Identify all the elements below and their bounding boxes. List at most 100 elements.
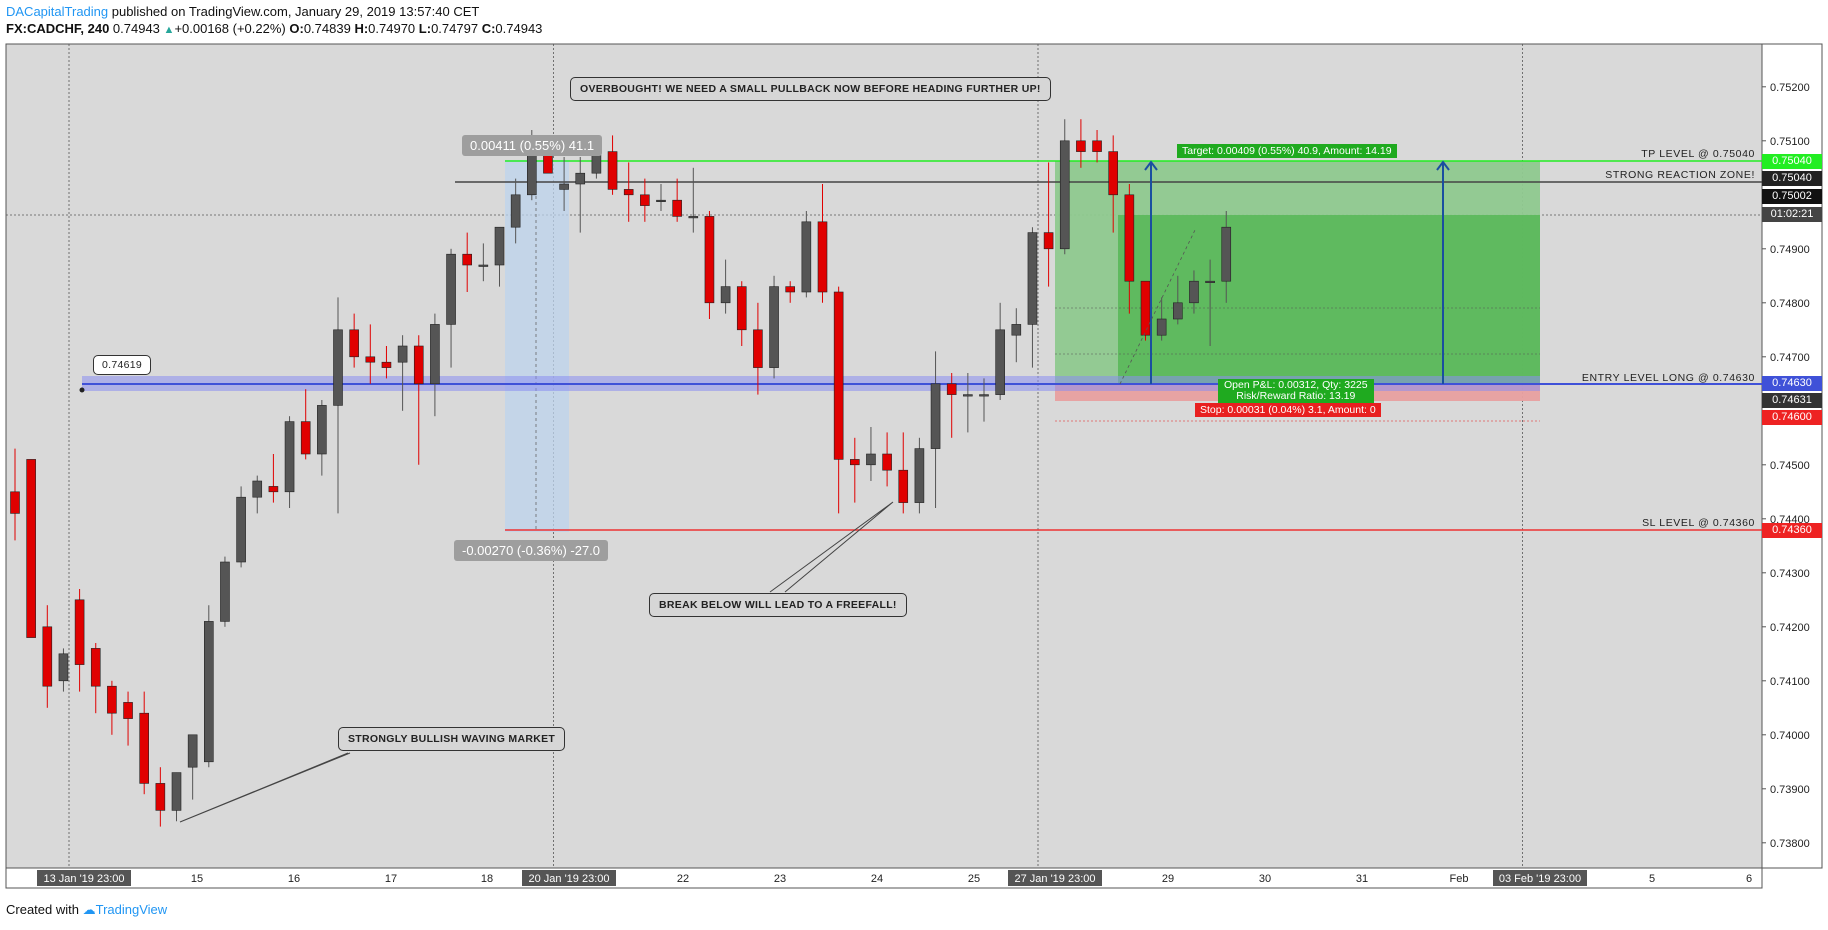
target-arrowhead [1144,160,1158,171]
x-tick-label: 17 [385,873,397,885]
candle-body [1011,324,1022,336]
x-tick-highlight [37,870,131,886]
candle-body [1059,140,1070,250]
candle-body [607,151,618,190]
candle [1108,135,1118,233]
y-tick-label: 0.74900 [1770,244,1810,256]
candle-body [1076,140,1086,152]
candle-body [866,453,876,466]
chart-background [5,43,1823,889]
candle-body [478,264,489,267]
y-tick-label: 0.74400 [1770,514,1810,526]
candle [623,162,634,222]
tradingview-link[interactable]: TradingView [95,902,168,917]
candle-body [365,356,376,363]
last-price: 0.74943 [112,21,160,36]
candle-body [1043,232,1054,250]
candle [930,351,941,508]
candle [866,427,876,481]
low-value: 0.74797 [431,21,479,36]
stop-box: Stop: 0.00031 (0.04%) 3.1, Amount: 0 [1195,403,1381,417]
candle-body [898,469,909,503]
candle [236,486,246,568]
candle-body [1156,318,1167,336]
x-tick-label: 5 [1649,873,1655,885]
high-value: 0.74970 [368,21,416,36]
candle-body [123,702,133,719]
candle-body [640,194,650,206]
tp-level-label: TP LEVEL @ 0.75040 [1641,148,1755,160]
countdown-label: 01:02:21 [1762,207,1822,222]
candle-body [849,459,860,466]
candle-body [381,361,392,368]
last-price-label: 0.75002 [1762,189,1822,204]
annotation-marker[interactable]: 0.74619 [93,355,152,375]
x-tick-label: 16 [288,873,300,885]
author-link[interactable]: DACapitalTrading [6,4,109,19]
candle-body [623,189,634,196]
candle-body [42,626,53,687]
symbol: FX:CADCHF, 240 [6,21,110,36]
candle-body [446,253,456,325]
footer: Created with ☁TradingView [6,902,167,918]
candle [720,259,731,314]
trend-dotted [1119,227,1197,385]
candle-body [1124,194,1135,282]
candle [1011,308,1022,363]
candle [1189,270,1199,314]
candle-body [1205,280,1215,284]
rr-text: Risk/Reward Ratio: 13.19 [1236,390,1356,402]
candle [155,767,166,827]
candle-body [397,345,408,363]
candle [462,232,473,292]
candle [1173,275,1183,325]
drawings [79,160,1450,823]
candle [187,734,198,800]
close-label: C: [481,21,496,36]
price-chart[interactable]: 0.75200 0.75100 0.74900 0.74800 0.74700 0.745… [0,0,1828,900]
reaction-zone-label: STRONG REACTION ZONE! [1605,169,1755,181]
x-tick-label: 24 [871,873,883,885]
candle [365,324,376,384]
tp-price-label: 0.75040 [1762,154,1822,169]
candle [58,648,69,692]
candle [26,459,36,638]
price-change: +0.00168 (+0.22%) [174,21,286,36]
candle-body [187,734,198,768]
candle [397,335,408,411]
candle-body [801,221,812,293]
candle-body [1092,140,1102,152]
candle [220,556,230,627]
x-tick-label: 15 [191,873,203,885]
candle-body [688,216,699,219]
candle [1156,297,1167,341]
candle-body [58,653,69,682]
marker-dot [79,387,85,393]
candle [898,432,909,514]
candle [640,178,650,222]
y-tick-label: 0.73900 [1770,784,1810,796]
candle [672,178,682,222]
x-tick-highlight [1008,870,1102,886]
candle-body [946,383,957,395]
annotation-bullish[interactable]: STRONGLY BULLISH WAVING MARKET [338,727,566,751]
annotation-break[interactable]: BREAK BELOW WILL LEAD TO A FREEFALL! [649,593,907,617]
candle [559,157,569,211]
candle-body [333,329,343,406]
candle [979,378,989,422]
candle [1076,119,1086,168]
annotation-overbought[interactable]: OVERBOUGHT! WE NEED A SMALL PULLBACK NOW… [570,77,1051,101]
x-tick-label: Feb [1450,873,1469,885]
candle [300,389,311,460]
low-label: L: [418,21,432,36]
tradingview-logo-icon: ☁ [82,902,96,917]
candle-body [510,194,521,228]
x-tick-label: 23 [774,873,786,885]
profit-zone-open [1118,215,1540,384]
pnl-text: Open P&L: 0.00312, Qty: 3225 [1224,379,1368,391]
y-tick-label: 0.74000 [1770,730,1810,742]
entry2-price-label: 0.74631 [1762,393,1822,408]
entry-level-label: ENTRY LEVEL LONG @ 0.74630 [1581,372,1755,384]
measure-down-label: -0.00270 (-0.36%) -27.0 [454,540,609,561]
candle-body [720,286,731,304]
